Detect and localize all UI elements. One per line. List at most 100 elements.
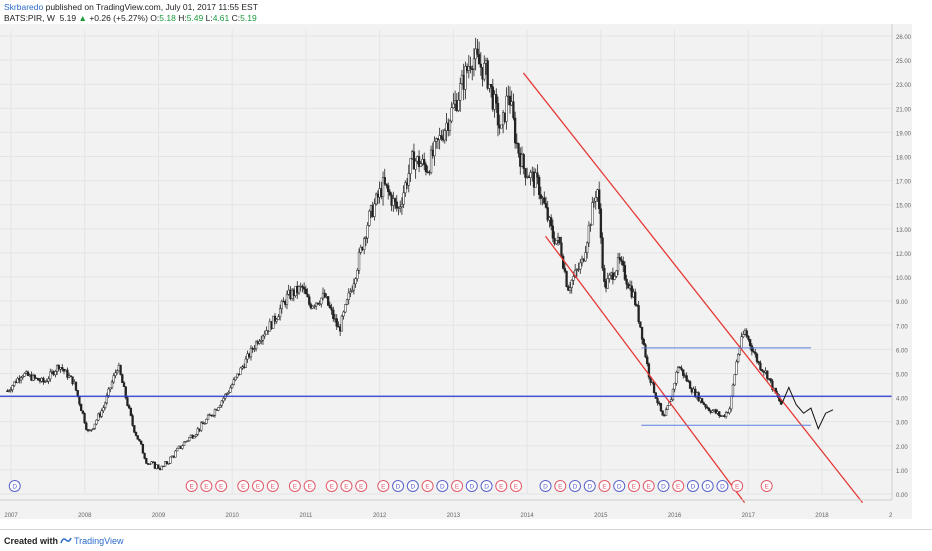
earnings-marker [200,480,213,492]
candle-body [682,369,685,376]
candle-body [42,377,45,383]
candle-body [644,344,647,358]
y-tick-label: 13.00 [896,228,912,234]
candle-body [90,429,93,431]
candle-body [352,283,356,291]
candle-body [586,242,589,253]
candle-body [71,376,74,385]
candle-body [706,406,709,409]
candle-body [560,242,563,257]
candle-body [404,182,407,194]
candle-body [141,443,145,454]
candle-body [652,381,656,393]
candle-body [678,366,681,369]
low-label: L: [205,13,213,23]
created-with-label: Created with [4,536,59,546]
dividend-marker-label: D [691,484,696,491]
dividend-marker [716,480,729,492]
candle-body [275,319,278,322]
candle-body [766,370,769,379]
candle-body [549,217,553,227]
plot-area[interactable]: 5.69 DEEEEEEEEEEEEDDEDEDDEEDEDDEDEEDEDDD… [0,24,912,519]
grid [0,30,897,495]
earnings-marker [303,480,316,492]
candle-body [23,373,26,377]
price-chart[interactable]: 5.69 DEEEEEEEEEEEEDDEDEDDEEDEDDEDEEDEDDD… [0,24,912,519]
candle-body [414,160,417,170]
candle-body [505,95,508,122]
candle-body [443,130,446,141]
candle-body [424,164,428,172]
candle-body [477,54,481,65]
candle-body [304,288,307,295]
candle-body [670,399,673,402]
y-tick-label: 19.00 [896,131,912,137]
candle-body [388,191,392,196]
y-tick-label: 15.00 [896,204,912,210]
candle-body [579,262,582,270]
earnings-marker [377,480,390,492]
earnings-marker [760,480,773,492]
candle-body [472,58,476,70]
up-arrow-icon: ▲ [78,13,87,23]
candle-body [738,347,741,355]
candle-body [688,381,692,389]
candle-body [486,60,489,89]
candle-body [512,101,515,119]
candle-body [272,315,275,329]
earnings-marker-label: E [765,484,770,491]
candle-body [675,371,678,384]
candle-body [351,289,354,292]
candle-body [217,407,220,411]
candle-body [536,172,539,178]
earnings-marker-label: E [344,484,349,491]
x-axis: 2007 2008 2009 2010 2011 2012 2013 2014 2015 2016… [0,499,903,519]
candle-body [733,374,736,386]
candle-body [500,124,503,129]
y-tick-label: 2.00 [896,445,908,451]
candle-body [589,224,592,226]
candle-body [563,268,567,272]
low-value: 4.61 [212,13,230,23]
candle-body [584,252,587,262]
dividend-marker-label: D [587,484,592,491]
candle-body [673,383,676,390]
candle-body [642,339,645,345]
earnings-marker-label: E [425,484,430,491]
candle-body [227,392,230,394]
candle-body [7,390,11,392]
candle-body [16,378,19,383]
ohlc-line: BATS:PIR, W 5.19 ▲ +0.26 (+5.27%) O:5.18… [4,13,258,24]
candle-body [676,366,680,373]
candle-body [103,402,107,408]
candle-body [349,291,352,294]
candle-body [145,458,148,464]
candle-body [66,369,69,378]
candle-body [572,276,575,281]
candle-body [687,380,690,382]
candle-body [742,334,745,337]
dividend-marker [406,480,419,492]
dividend-marker-label: D [440,484,445,491]
candle-body [745,330,748,337]
earnings-marker [598,480,611,492]
candle-body [133,425,136,433]
candle-body [110,381,114,389]
tradingview-brand[interactable]: TradingView [74,536,124,546]
y-tick-label: 6.00 [896,348,908,354]
x-tick-label: 2010 [226,513,240,519]
author-link[interactable]: Skrbaredo [4,2,44,12]
candle-body [671,388,675,400]
earnings-marker-label: E [330,484,335,491]
publish-info: published on TradingView.com, July 01, 2… [45,2,258,12]
candle-body [603,267,606,282]
symbol-label: BATS:PIR, W [4,13,55,23]
candle-body [769,378,772,382]
dividend-marker [539,480,552,492]
candle-body [412,151,416,170]
candle-body [368,210,371,226]
candle-body [495,94,498,104]
candle-body [517,143,520,154]
candle-body [661,410,664,416]
candle-body [613,276,616,280]
